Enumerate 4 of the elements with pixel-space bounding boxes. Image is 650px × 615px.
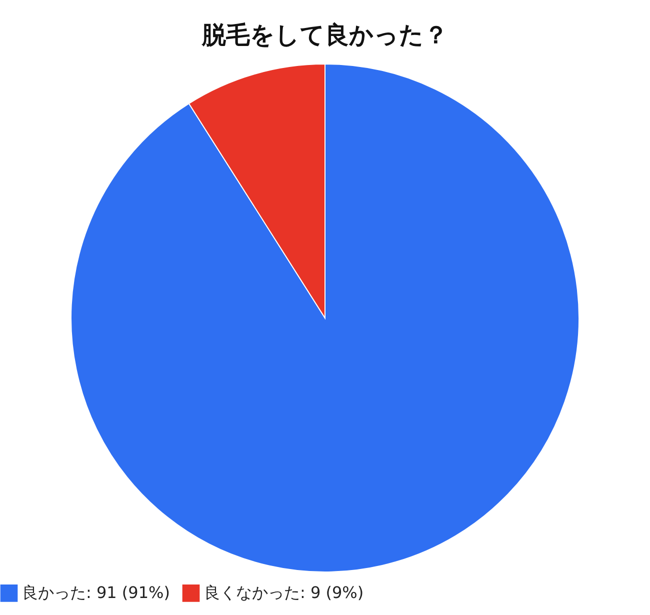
legend-label: 良かった: 91 (91%) <box>22 583 170 602</box>
chart-title: 脱毛をして良かった？ <box>201 21 448 49</box>
legend-label: 良くなかった: 9 (9%) <box>204 583 364 602</box>
pie-slice <box>70 64 580 572</box>
